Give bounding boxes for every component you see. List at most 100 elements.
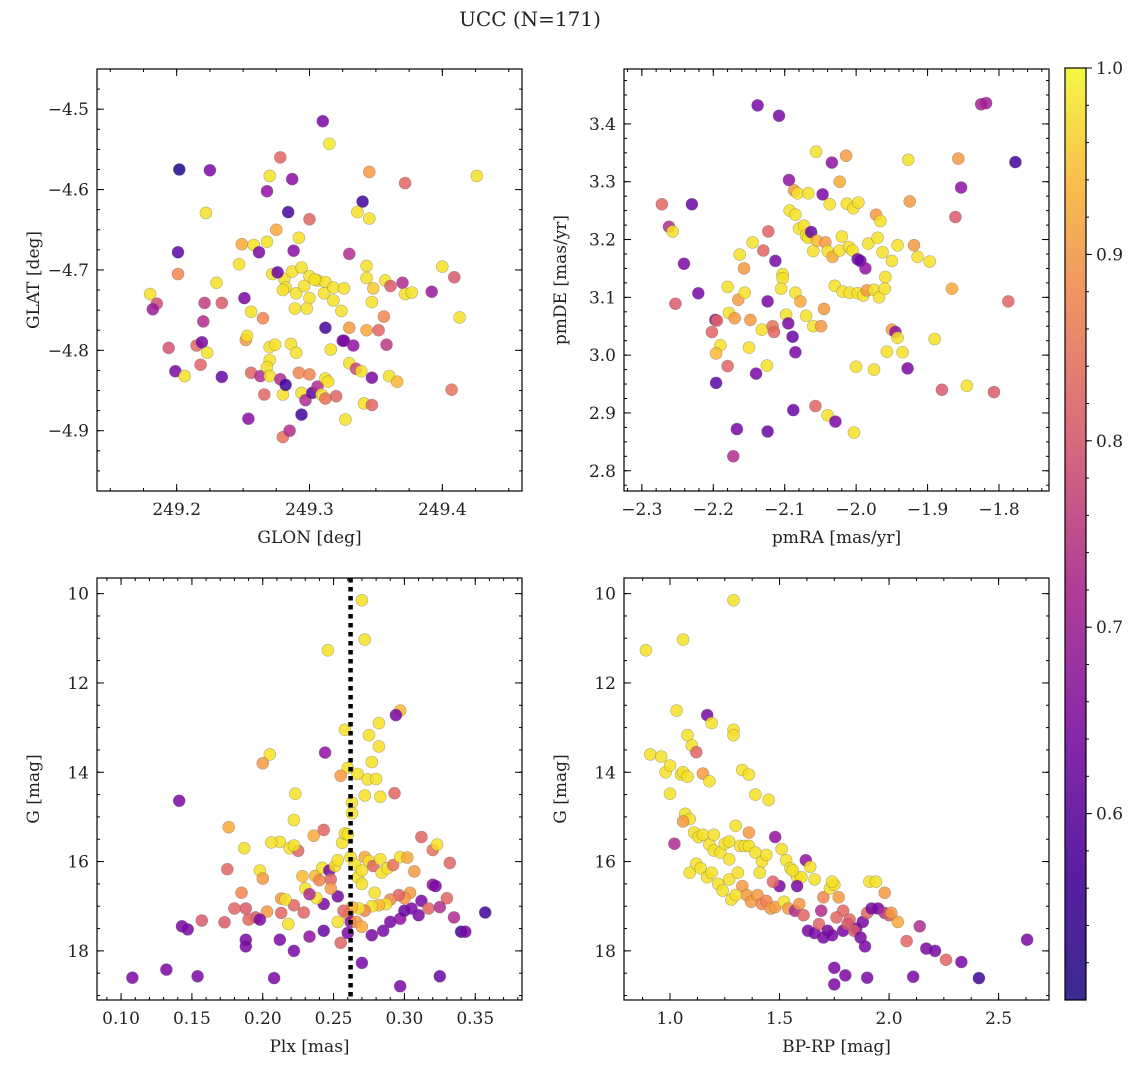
scatter-point [292, 231, 306, 245]
scatter-point [287, 944, 301, 958]
scatter-point [297, 906, 311, 919]
scatter-point [951, 152, 965, 165]
scatter-point [972, 971, 986, 985]
scatter-point [829, 415, 842, 428]
scatter-point [268, 338, 282, 352]
x-tick-label: 2.0 [876, 1009, 903, 1029]
y-tick-label: 12 [67, 674, 89, 694]
scatter-point [955, 955, 968, 969]
scatter-point [876, 246, 889, 259]
scatter-point [880, 345, 894, 359]
scatter-point [794, 295, 807, 308]
scatter-point [786, 864, 800, 877]
scatter-point [869, 875, 883, 889]
scatter-point [900, 934, 913, 948]
scatter-point [319, 321, 332, 335]
scatter-points [143, 114, 484, 444]
scatter-point [267, 971, 281, 985]
scatter-point [935, 383, 949, 397]
x-tick-label: 1.5 [766, 1009, 793, 1029]
scatter-point [705, 325, 719, 339]
scatter-point [256, 756, 270, 770]
y-tick-label: 10 [67, 585, 89, 605]
scatter-point [321, 643, 335, 657]
scatter-point [809, 399, 822, 413]
scatter-point [884, 906, 898, 920]
scatter-point [323, 137, 336, 151]
scatter-point [350, 205, 364, 219]
scatter-point [716, 884, 729, 897]
scatter-point [238, 841, 251, 855]
y-tick-label: 3.2 [589, 231, 616, 251]
scatter-point [676, 815, 690, 828]
scatter-point [733, 248, 747, 261]
scatter-point [891, 239, 904, 252]
scatter-point [730, 422, 744, 436]
scatter-point [830, 911, 843, 924]
x-axis-label: GLON [deg] [257, 528, 361, 548]
scatter-point [928, 944, 942, 958]
scatter-point [337, 904, 350, 918]
scatter-point [327, 281, 340, 294]
scatter-point [729, 819, 743, 833]
scatter-point [766, 875, 780, 889]
scatter-point [242, 913, 255, 926]
panel-plx-g: 0.10 0.15 0.20 0.25 0.30 0.35 10 12 14 16 18 Plx [m… [24, 577, 523, 1057]
scatter-point [913, 919, 927, 933]
scatter-point [726, 449, 740, 463]
y-tick-label: −4.5 [48, 100, 89, 120]
y-tick-label: 14 [594, 763, 616, 783]
scatter-point [380, 338, 393, 352]
scatter-point [221, 862, 234, 876]
y-tick-label: 2.8 [589, 462, 616, 482]
scatter-point [244, 305, 258, 319]
scatter-point [689, 745, 703, 759]
scatter-point [331, 853, 345, 867]
scatter-point [288, 302, 302, 315]
scatter-point [358, 789, 372, 802]
scatter-point [384, 279, 397, 293]
scatter-point [808, 873, 821, 886]
scatter-point [767, 325, 781, 339]
scatter-point [198, 296, 211, 310]
scatter-point [792, 897, 806, 911]
scatter-point [327, 294, 340, 307]
plot-frame [623, 577, 1050, 1001]
scatter-point [954, 181, 968, 194]
scatter-point [906, 970, 920, 984]
scatter-point [318, 746, 332, 759]
scatter-point [478, 906, 492, 919]
scatter-point [407, 865, 421, 878]
scatter-point [751, 99, 764, 112]
scatter-point [316, 114, 330, 128]
y-tick-label: 3.1 [589, 288, 616, 308]
scatter-point [398, 176, 412, 190]
y-tick-label: −4.9 [48, 422, 89, 442]
scatter-point [338, 723, 352, 737]
scatter-point [789, 208, 802, 221]
scatter-point [923, 255, 937, 268]
scatter-point [681, 728, 694, 742]
scatter-point [303, 213, 316, 226]
scatter-point [289, 286, 303, 300]
scatter-point [256, 311, 270, 325]
scatter-point [360, 259, 373, 273]
scatter-point [749, 788, 762, 801]
scatter-point [670, 704, 683, 717]
scatter-point [799, 309, 813, 323]
scatter-point [194, 358, 207, 372]
scatter-point [814, 319, 828, 333]
scatter-point [218, 915, 231, 929]
scatter-point [372, 740, 386, 753]
scatter-point [362, 165, 376, 179]
scatter-point [458, 925, 472, 939]
scatter-point [710, 314, 724, 327]
x-tick-label: −1.8 [978, 500, 1019, 520]
scatter-point [433, 900, 447, 914]
scatter-point [949, 210, 962, 224]
y-tick-label: 14 [67, 763, 89, 783]
y-tick-label: 18 [594, 942, 616, 962]
colorbar-tick-label: 0.9 [1096, 245, 1123, 265]
scatter-point [256, 872, 270, 885]
scatter-point [786, 403, 800, 417]
